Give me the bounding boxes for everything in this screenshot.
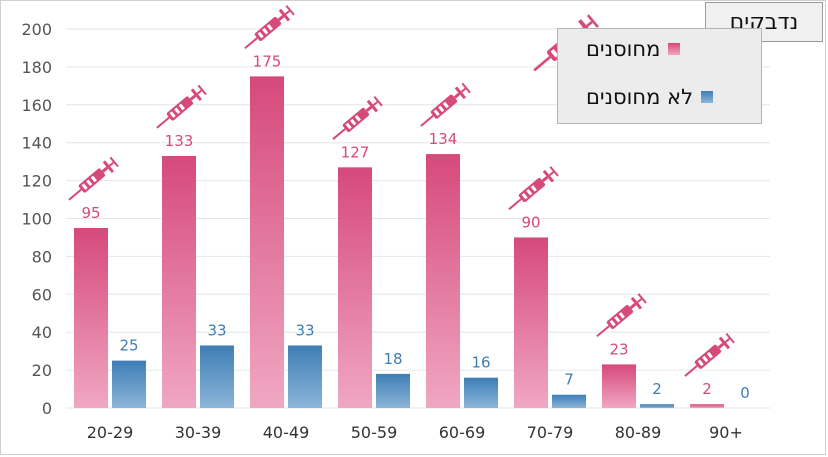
y-tick-label: 200 (21, 20, 52, 39)
legend-label-vaccinated: מחוסנים (586, 37, 661, 61)
data-label-vaccinated: 2 (702, 380, 712, 398)
x-tick-label: 80-89 (615, 423, 662, 442)
data-label-vaccinated: 133 (165, 132, 194, 150)
bar-vaccinated (602, 364, 636, 408)
data-label-vaccinated: 134 (429, 130, 458, 148)
bar-vaccinated (162, 155, 196, 408)
bar-vaccinated (690, 404, 724, 408)
y-tick-label: 80 (32, 247, 52, 266)
x-tick-label: 70-79 (527, 423, 574, 442)
data-label-unvaccinated: 0 (740, 384, 750, 402)
bar-unvaccinated (200, 345, 234, 408)
data-label-unvaccinated: 25 (119, 337, 138, 355)
bar-unvaccinated (288, 345, 322, 408)
bar-vaccinated (514, 237, 548, 408)
syringe-icon (503, 164, 561, 216)
bar-unvaccinated (112, 360, 146, 408)
legend: מחוסנים לא מחוסנים (557, 28, 762, 124)
bar-unvaccinated (376, 373, 410, 408)
data-label-unvaccinated: 33 (207, 321, 226, 339)
y-tick-label: 100 (21, 210, 52, 229)
syringe-icon (591, 291, 649, 343)
bar-vaccinated (338, 167, 372, 408)
legend-swatch-unvaccinated (701, 91, 714, 103)
syringe-icon (327, 94, 385, 146)
y-tick-label: 180 (21, 58, 52, 77)
legend-label-unvaccinated: לא מחוסנים (586, 85, 694, 109)
legend-item-vaccinated: מחוסנים (586, 37, 681, 61)
bar-unvaccinated (464, 377, 498, 408)
data-label-unvaccinated: 33 (295, 321, 314, 339)
data-label-unvaccinated: 2 (652, 380, 662, 398)
y-tick-label: 60 (32, 285, 52, 304)
data-label-vaccinated: 23 (609, 340, 628, 358)
bar-vaccinated (74, 227, 108, 408)
y-tick-label: 20 (32, 361, 52, 380)
x-tick-label: 50-59 (351, 423, 398, 442)
bar-vaccinated (426, 154, 460, 408)
x-tick-label: 60-69 (439, 423, 486, 442)
data-label-unvaccinated: 18 (383, 350, 402, 368)
legend-swatch-vaccinated (668, 43, 681, 55)
bar-vaccinated (250, 76, 284, 408)
data-label-vaccinated: 175 (253, 52, 282, 70)
y-tick-label: 140 (21, 134, 52, 153)
syringe-icon (679, 331, 737, 383)
syringe-icon (151, 82, 209, 135)
x-tick-label: 90+ (709, 423, 743, 442)
y-tick-label: 120 (21, 172, 52, 191)
y-tick-label: 0 (42, 399, 52, 418)
y-tick-label: 40 (32, 323, 52, 342)
legend-item-unvaccinated: לא מחוסנים (586, 85, 714, 109)
x-tick-label: 30-39 (175, 423, 222, 442)
data-label-vaccinated: 90 (521, 213, 540, 231)
syringe-icon (415, 80, 473, 133)
data-label-unvaccinated: 16 (471, 354, 490, 372)
bar-unvaccinated (552, 394, 586, 408)
data-label-vaccinated: 95 (81, 204, 100, 222)
data-label-unvaccinated: 7 (564, 371, 574, 389)
x-tick-label: 20-29 (87, 423, 134, 442)
data-label-vaccinated: 127 (341, 143, 370, 161)
y-tick-label: 160 (21, 96, 52, 115)
x-tick-label: 40-49 (263, 423, 310, 442)
bar-unvaccinated (640, 404, 674, 408)
